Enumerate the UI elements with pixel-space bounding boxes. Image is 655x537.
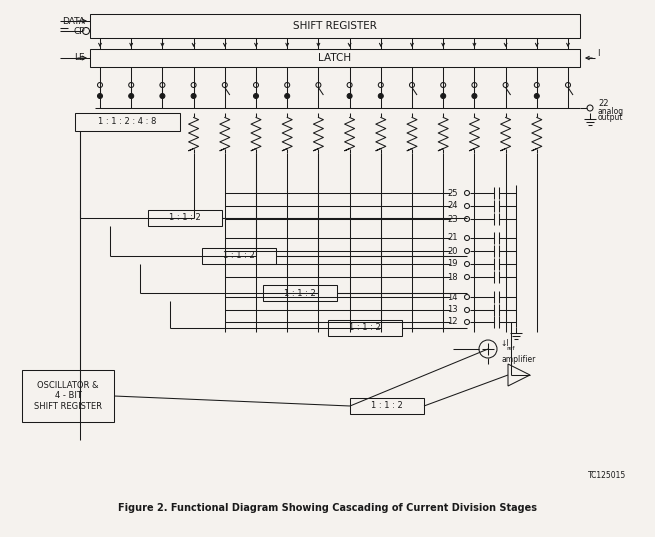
Circle shape [316, 83, 321, 88]
Bar [263, 285, 337, 301]
Circle shape [379, 93, 383, 98]
Text: LATCH: LATCH [318, 53, 352, 63]
Text: 23: 23 [447, 214, 458, 223]
Bar [90, 14, 580, 38]
Text: 1 : 1 : 2: 1 : 1 : 2 [169, 214, 201, 222]
Text: 1 : 1 : 2: 1 : 1 : 2 [223, 251, 255, 260]
Circle shape [464, 308, 470, 313]
Circle shape [83, 27, 90, 34]
Circle shape [464, 236, 470, 241]
Text: 1 : 1 : 2: 1 : 1 : 2 [349, 323, 381, 332]
Text: 22: 22 [598, 98, 608, 107]
Circle shape [464, 274, 470, 279]
Circle shape [191, 83, 196, 88]
Polygon shape [508, 364, 530, 386]
Circle shape [464, 320, 470, 324]
Text: 19: 19 [447, 259, 458, 268]
Text: 21: 21 [447, 234, 458, 243]
Bar [90, 49, 580, 67]
Circle shape [253, 83, 259, 88]
Circle shape [479, 340, 497, 358]
Circle shape [565, 83, 571, 88]
Circle shape [253, 93, 259, 98]
Text: TC125015: TC125015 [588, 470, 626, 480]
Text: 20: 20 [447, 246, 458, 256]
Text: 12: 12 [447, 317, 458, 326]
Text: 1 : 1 : 2: 1 : 1 : 2 [371, 402, 403, 410]
Circle shape [464, 216, 470, 221]
Circle shape [98, 93, 102, 98]
Bar [202, 248, 276, 264]
Text: CP: CP [73, 26, 85, 35]
Text: ref: ref [506, 345, 514, 351]
Circle shape [534, 93, 539, 98]
Text: Figure 2. Functional Diagram Showing Cascading of Current Division Stages: Figure 2. Functional Diagram Showing Cas… [117, 503, 536, 513]
Text: 13: 13 [447, 306, 458, 315]
Text: 14: 14 [447, 293, 458, 301]
Circle shape [160, 93, 165, 98]
Circle shape [534, 83, 539, 88]
Circle shape [587, 105, 593, 111]
Text: analog: analog [598, 106, 624, 115]
Text: 1 : 1 : 2: 1 : 1 : 2 [284, 288, 316, 297]
Bar [75, 113, 180, 131]
Text: 24: 24 [447, 201, 458, 211]
Text: I: I [597, 48, 599, 57]
Circle shape [160, 83, 165, 88]
Text: 1 : 1 : 2 : 4 : 8: 1 : 1 : 2 : 4 : 8 [98, 118, 157, 127]
Text: DATA: DATA [62, 17, 85, 25]
Circle shape [441, 83, 445, 88]
Text: OSCILLATOR &
4 - BIT
SHIFT REGISTER: OSCILLATOR & 4 - BIT SHIFT REGISTER [34, 381, 102, 411]
Circle shape [464, 294, 470, 300]
Circle shape [98, 83, 102, 88]
Text: ↓I: ↓I [500, 339, 509, 349]
Bar [22, 370, 114, 422]
Circle shape [285, 83, 290, 88]
Circle shape [464, 191, 470, 195]
Circle shape [464, 262, 470, 266]
Circle shape [472, 83, 477, 88]
Circle shape [409, 83, 415, 88]
Circle shape [441, 93, 445, 98]
Circle shape [347, 93, 352, 98]
Circle shape [347, 83, 352, 88]
Bar [328, 320, 402, 336]
Circle shape [464, 204, 470, 208]
Text: amplifier: amplifier [502, 355, 536, 365]
Circle shape [222, 83, 227, 88]
Circle shape [128, 83, 134, 88]
Text: SHIFT REGISTER: SHIFT REGISTER [293, 21, 377, 31]
Bar [148, 210, 222, 226]
Circle shape [285, 93, 290, 98]
Circle shape [472, 93, 477, 98]
Circle shape [128, 93, 134, 98]
Text: output: output [598, 113, 624, 122]
Circle shape [464, 249, 470, 253]
Circle shape [379, 83, 383, 88]
Circle shape [503, 83, 508, 88]
Text: LE: LE [75, 54, 85, 62]
Text: 18: 18 [447, 272, 458, 281]
Text: 25: 25 [447, 188, 458, 198]
Bar [350, 398, 424, 414]
Circle shape [191, 93, 196, 98]
